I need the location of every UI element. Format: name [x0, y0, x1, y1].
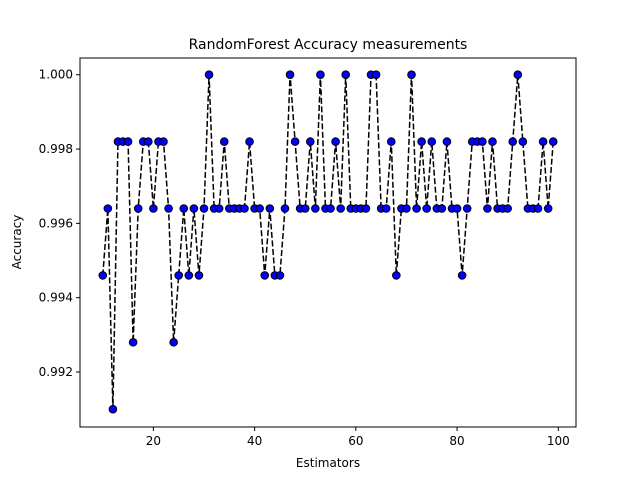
data-point — [457, 271, 467, 280]
x-tick-label: 80 — [449, 434, 464, 448]
data-point — [503, 204, 512, 213]
data-point — [108, 404, 118, 414]
data-point — [437, 204, 447, 213]
data-point — [128, 337, 138, 347]
data-point — [174, 271, 183, 280]
data-point — [103, 204, 113, 213]
data-point — [386, 137, 396, 146]
data-point — [290, 137, 300, 146]
data-point — [316, 70, 325, 80]
data-point — [462, 204, 472, 213]
x-axis-ticks: 20 40 60 80 100 — [146, 427, 570, 448]
data-point — [300, 204, 310, 213]
data-point — [305, 137, 315, 146]
chart-title: RandomForest Accuracy measurements — [189, 37, 468, 53]
x-axis-label: Estimators — [296, 456, 360, 470]
data-point — [392, 271, 401, 280]
data-point — [478, 137, 487, 146]
data-point — [280, 204, 290, 213]
data-point — [483, 204, 492, 213]
data-point — [326, 204, 335, 213]
y-tick-label: 1.000 — [39, 68, 73, 82]
data-point — [513, 70, 523, 80]
data-point — [311, 204, 320, 213]
x-tick-label: 60 — [348, 434, 363, 448]
data-point — [133, 204, 143, 213]
series-line — [102, 73, 554, 410]
data-point — [361, 204, 371, 213]
data-point — [123, 137, 133, 146]
data-point — [548, 137, 558, 146]
data-point — [245, 137, 254, 146]
data-point — [442, 137, 452, 146]
data-point — [543, 204, 553, 213]
x-tick-label: 100 — [547, 434, 570, 448]
data-point — [371, 70, 381, 80]
y-tick-label: 0.992 — [39, 365, 73, 379]
data-point — [427, 137, 437, 146]
plot-area — [98, 70, 558, 414]
y-axis-ticks: 0.992 0.994 0.996 0.998 1.000 — [39, 68, 80, 379]
data-point — [159, 137, 168, 146]
data-point — [164, 204, 173, 213]
data-point — [508, 137, 518, 146]
y-tick-label: 0.994 — [39, 291, 73, 305]
data-point — [260, 271, 270, 280]
data-point — [417, 137, 426, 146]
y-axis-label: Accuracy — [10, 215, 24, 270]
y-tick-label: 0.998 — [39, 142, 73, 156]
x-tick-label: 40 — [247, 434, 262, 448]
data-point — [275, 271, 285, 280]
data-point — [255, 204, 264, 213]
y-tick-label: 0.996 — [39, 216, 73, 230]
data-point — [179, 204, 189, 213]
data-point — [98, 271, 108, 280]
axes-frame — [79, 57, 577, 428]
data-point — [240, 204, 249, 213]
data-point — [214, 204, 224, 213]
x-tick-label: 20 — [146, 434, 161, 448]
data-point — [518, 137, 528, 146]
data-point — [149, 204, 158, 213]
data-point — [407, 70, 416, 80]
data-point — [488, 137, 497, 146]
data-point — [204, 70, 214, 80]
data-point — [452, 204, 462, 213]
data-point — [331, 137, 340, 146]
data-point — [533, 204, 543, 213]
data-point — [169, 337, 178, 347]
data-point — [336, 204, 345, 213]
data-point — [199, 204, 209, 213]
data-point — [341, 70, 351, 80]
data-point — [412, 204, 421, 213]
data-point — [265, 204, 275, 213]
data-point — [194, 271, 204, 280]
data-point — [422, 204, 431, 213]
data-point — [402, 204, 411, 213]
data-point — [184, 271, 194, 280]
data-point — [538, 137, 548, 146]
data-point — [144, 137, 153, 146]
data-point — [285, 70, 295, 80]
data-point — [219, 137, 229, 146]
data-point — [381, 204, 391, 213]
data-point — [189, 204, 199, 213]
